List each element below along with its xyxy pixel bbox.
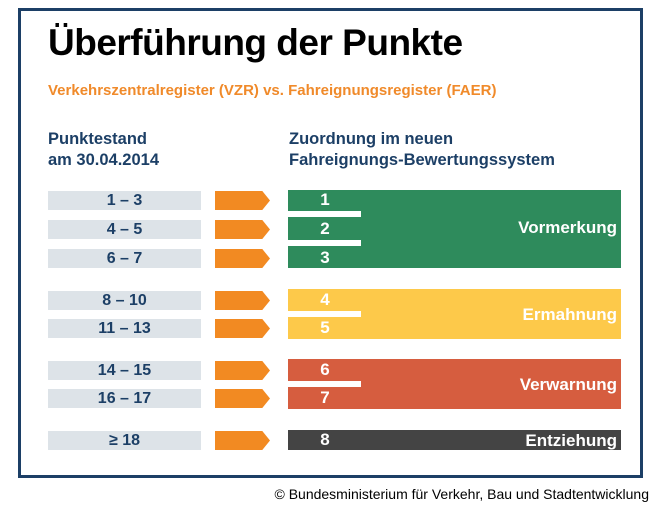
range-pill: 16 – 17 [48,389,201,408]
arrow-right-icon [215,220,270,239]
points-value: 5 [320,318,330,337]
range-pill: 14 – 15 [48,361,201,380]
range-pill: ≥ 18 [48,431,201,450]
right-header-line-1: Zuordnung im neuen [289,130,454,148]
range-pill: 6 – 7 [48,249,201,268]
separator-stripe [288,381,361,387]
category-label-vormerkung: Vormerkung [518,218,617,237]
left-header-line-2: am 30.04.2014 [48,151,160,169]
range-pill: 11 – 13 [48,319,201,338]
copyright-text: © Bundesministerium für Verkehr, Bau und… [274,486,649,502]
separator-stripe [288,211,361,217]
page-title: Überführung der Punkte [48,22,463,63]
arrow-right-icon [215,191,270,210]
range-pill: 1 – 3 [48,191,201,210]
category-label-entziehung: Entziehung [525,431,617,450]
points-value: 2 [320,219,330,238]
category-block-vormerkung [288,190,621,268]
separator-stripe [288,311,361,317]
left-header-line-1: Punktestand [48,130,148,148]
category-block-entziehung [288,430,621,450]
category-label-verwarnung: Verwarnung [519,375,617,394]
points-value: 1 [320,190,330,209]
range-pill: 8 – 10 [48,291,201,310]
subtitle: Verkehrszentralregister (VZR) vs. Fahrei… [48,82,497,99]
points-value: 6 [320,360,330,379]
left-column-header: Punktestand am 30.04.2014 [48,129,159,171]
arrow-right-icon [215,361,270,380]
range-pill: 4 – 5 [48,220,201,239]
right-header-line-2: Fahreignungs-Bewertungssystem [289,151,555,169]
points-value: 7 [320,388,330,407]
arrow-right-icon [215,249,270,268]
points-value: 8 [320,430,330,449]
arrow-right-icon [215,291,270,310]
arrow-right-icon [215,319,270,338]
points-value: 3 [320,248,330,267]
arrow-right-icon [215,389,270,408]
category-label-ermahnung: Ermahnung [522,305,617,324]
points-value: 4 [320,290,330,309]
arrow-right-icon [215,431,270,450]
right-column-header: Zuordnung im neuen Fahreignungs-Bewertun… [289,129,555,171]
separator-stripe [288,240,361,246]
